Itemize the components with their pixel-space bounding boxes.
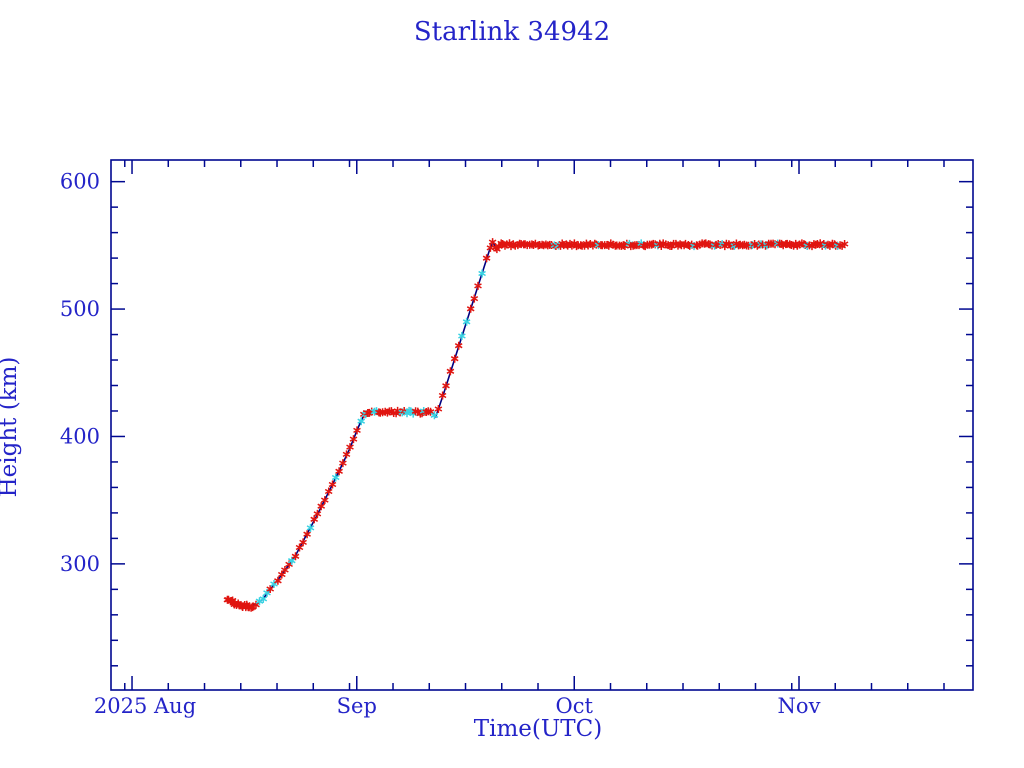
asterisk-marker (482, 254, 491, 263)
asterisk-marker (462, 317, 471, 326)
asterisk-marker (446, 367, 455, 376)
data-markers (223, 238, 849, 612)
asterisk-marker (320, 496, 329, 505)
asterisk-marker (488, 238, 497, 247)
asterisk-marker (295, 543, 304, 552)
asterisk-marker (324, 487, 333, 496)
asterisk-marker (454, 341, 463, 350)
asterisk-marker (466, 304, 475, 313)
asterisk-marker (331, 473, 340, 482)
asterisk-marker (252, 600, 260, 609)
asterisk-marker (310, 515, 319, 524)
asterisk-marker (458, 332, 466, 340)
asterisk-marker (266, 585, 275, 593)
asterisk-marker (291, 552, 300, 561)
asterisk-marker (430, 411, 439, 420)
asterisk-marker (335, 467, 343, 476)
asterisk-marker (270, 580, 278, 588)
asterisk-marker (259, 594, 268, 603)
asterisk-marker (349, 435, 358, 444)
asterisk-marker (313, 509, 322, 518)
asterisk-marker (840, 240, 849, 248)
asterisk-marker (317, 502, 326, 511)
orbit-height-line (227, 240, 846, 608)
asterisk-marker (434, 405, 443, 413)
asterisk-marker (299, 538, 307, 547)
asterisk-marker (287, 556, 296, 565)
axis-ticks (111, 160, 973, 690)
x-tick-label-nov: Nov (778, 694, 821, 718)
asterisk-marker (346, 443, 354, 452)
plot-frame (110, 159, 974, 691)
y-axis-title: Height (km) (0, 357, 22, 498)
chart-title: Starlink 34942 (414, 17, 610, 47)
asterisk-marker (281, 566, 289, 574)
x-tick-label-2025-aug: 2025 Aug (94, 694, 196, 718)
asterisk-marker (450, 354, 459, 363)
orbit-height-line (227, 240, 846, 608)
asterisk-marker (328, 480, 337, 489)
x-tick-label-oct: Oct (556, 694, 594, 718)
asterisk-marker (339, 459, 347, 468)
axis-tick-labels: 300 400 500 600 2025 Aug Sep Oct Nov (60, 170, 821, 718)
asterisk-marker (306, 523, 315, 532)
asterisk-marker (438, 391, 447, 400)
asterisk-marker (353, 426, 361, 435)
asterisk-marker (342, 450, 351, 459)
asterisk-marker (442, 381, 450, 390)
asterisk-marker (303, 530, 311, 539)
x-axis-title: Time(UTC) (474, 716, 602, 742)
y-tick-label-600: 600 (60, 170, 100, 194)
asterisk-marker (357, 417, 366, 426)
y-tick-label-400: 400 (60, 424, 100, 448)
asterisk-marker (478, 269, 486, 278)
asterisk-marker (274, 576, 282, 585)
x-tick-label-sep: Sep (337, 694, 377, 718)
asterisk-marker (474, 281, 482, 290)
y-tick-label-500: 500 (60, 297, 100, 321)
asterisk-marker (426, 407, 435, 416)
asterisk-marker (470, 294, 479, 303)
y-tick-label-300: 300 (60, 552, 100, 576)
